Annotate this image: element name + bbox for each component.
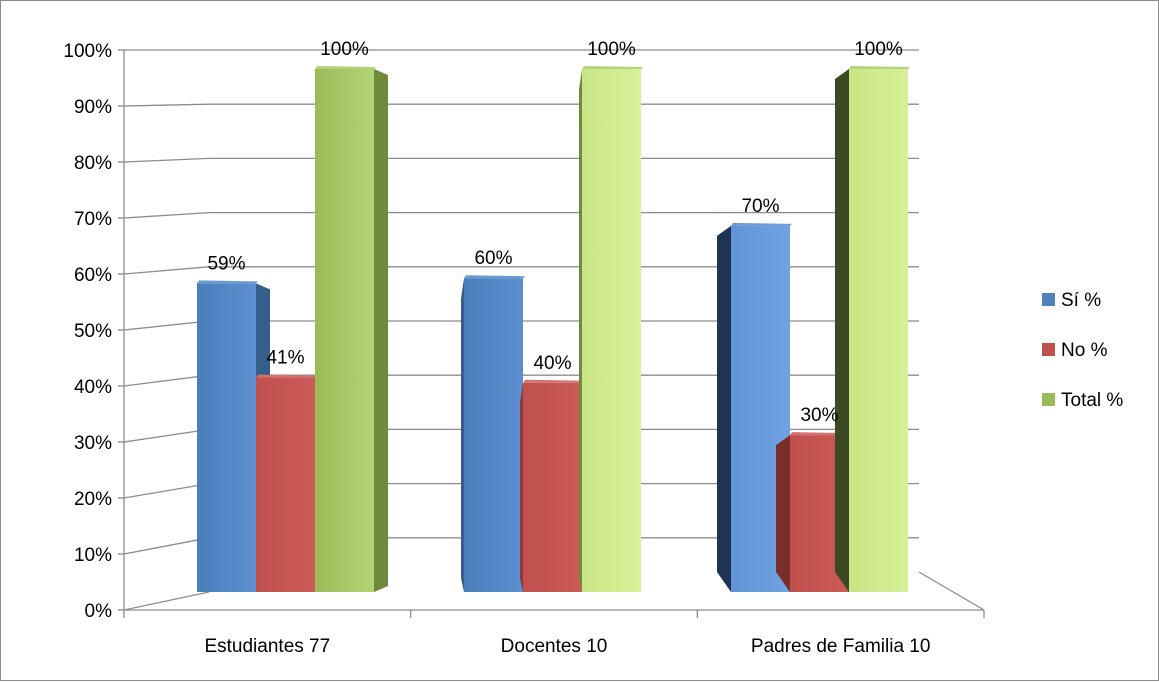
legend-label: No % — [1061, 340, 1108, 361]
data-label: 40% — [533, 353, 571, 374]
floor-edge — [918, 571, 985, 611]
y-tick-label: 10% — [74, 545, 112, 566]
y-tick-label: 70% — [74, 209, 112, 230]
side-wall-line — [123, 374, 210, 387]
plot-labels: 59% 41% 100% 60% 40% 100% 70% 30% 100% — [207, 39, 902, 426]
legend-swatch — [1042, 293, 1055, 306]
bar-top-face — [256, 374, 317, 378]
bar-top-face — [464, 275, 525, 279]
bar-s- — [464, 278, 523, 592]
legend: Sí % No % Total % — [1042, 290, 1123, 411]
bar-total- — [582, 69, 641, 592]
bar-top-face — [315, 66, 376, 69]
side-wall-line — [123, 266, 210, 275]
bar-top-face — [523, 379, 584, 383]
data-label: 41% — [266, 348, 304, 369]
bar-side-face — [461, 278, 464, 592]
side-wall-line — [123, 103, 210, 107]
side-wall-line — [123, 320, 210, 331]
bar-top-face — [731, 222, 792, 226]
x-tick-label: Padres de Familia 10 — [751, 636, 931, 657]
side-wall-line — [123, 537, 210, 555]
data-label: 70% — [741, 196, 779, 217]
y-tick-label: 30% — [74, 433, 112, 454]
y-tick-label: 0% — [85, 601, 113, 622]
bar-side-face — [520, 382, 523, 592]
legend-label: Sí % — [1061, 290, 1101, 311]
y-tick-label: 100% — [63, 41, 112, 62]
data-label: 100% — [587, 39, 636, 60]
x-tick-label: Docentes 10 — [501, 636, 608, 657]
legend-label: Total % — [1061, 390, 1123, 411]
data-label: 30% — [800, 405, 838, 426]
side-wall-line — [123, 157, 210, 163]
bar-total- — [849, 69, 908, 592]
legend-swatch — [1042, 393, 1055, 406]
bar-side-face — [579, 69, 582, 592]
y-tick-label: 20% — [74, 489, 112, 510]
bar-side-face — [717, 225, 731, 592]
x-tick-label: Estudiantes 77 — [204, 636, 330, 657]
bar-top-face — [197, 280, 258, 284]
bar-side-face — [374, 69, 388, 592]
bar-side-face — [835, 69, 849, 592]
y-tick-label: 60% — [74, 265, 112, 286]
data-label: 100% — [320, 39, 369, 60]
data-label: 60% — [474, 248, 512, 269]
y-tick-label: 80% — [74, 153, 112, 174]
data-label: 100% — [854, 39, 903, 60]
legend-swatch — [1042, 343, 1055, 356]
side-wall-line — [123, 591, 210, 611]
bar-top-face — [849, 66, 910, 69]
data-label: 59% — [207, 253, 245, 274]
bar-side-face — [776, 435, 790, 592]
y-tick-label: 90% — [74, 97, 112, 118]
bar-top-face — [582, 66, 643, 69]
y-tick-label: 50% — [74, 321, 112, 342]
side-wall-line — [123, 211, 210, 219]
side-wall-line — [123, 428, 210, 443]
bar-total- — [315, 69, 374, 592]
plot-bars — [197, 66, 910, 592]
bar-s- — [197, 283, 256, 592]
side-wall-line — [123, 482, 210, 499]
bar-no- — [256, 377, 315, 592]
bar-no- — [523, 382, 582, 592]
y-tick-label: 40% — [74, 377, 112, 398]
